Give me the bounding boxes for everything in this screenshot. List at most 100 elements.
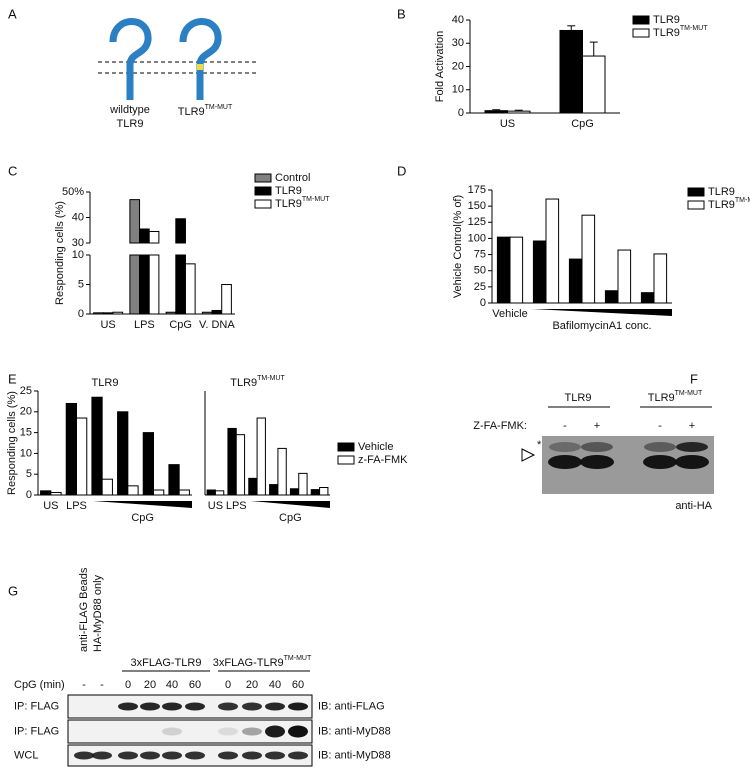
bar [298, 472, 308, 496]
bar [117, 411, 129, 496]
bar [227, 427, 237, 496]
label-base: TLR9 [178, 106, 205, 118]
x-tick-label: Vehicle [492, 308, 527, 320]
y-axis-label: Fold Activation [434, 31, 446, 103]
y-tick-label: 150 [468, 200, 486, 212]
blot-band [580, 455, 614, 469]
bar [581, 214, 596, 304]
panel-label: E [8, 371, 17, 386]
chart-title: TLR9 [92, 377, 119, 389]
bar [101, 478, 113, 496]
y-tick-label: 5 [26, 468, 32, 480]
time-value: 20 [144, 679, 156, 691]
antibody-label: anti-HA [675, 500, 712, 512]
blot-band [218, 727, 238, 736]
blot-band [185, 751, 205, 760]
bar [559, 29, 583, 114]
y-tick-label: 25 [20, 385, 32, 397]
treatment-sign: - [563, 420, 567, 432]
group-label-base: TLR9 [648, 392, 675, 404]
row-antibody: IB: anti-FLAG [318, 700, 385, 712]
bar [127, 485, 139, 496]
blot-band [242, 702, 262, 711]
blot-band [675, 455, 709, 469]
y-tick-label: 15 [20, 427, 32, 439]
control-sign: - [100, 679, 104, 691]
y-tick-label: 10 [20, 447, 32, 459]
dose-wedge [250, 501, 330, 508]
y-tick-label: 0 [458, 107, 464, 119]
legend-label-base: TLR9 [708, 199, 735, 211]
blot-band [288, 751, 308, 760]
label: wildtype [109, 104, 150, 116]
error-bar [514, 109, 523, 112]
y-tick-label: 10 [452, 84, 464, 96]
bar [545, 198, 560, 304]
bar [640, 292, 655, 304]
group-label: 3xFLAG-TLR9 [131, 657, 202, 669]
bar [148, 231, 160, 315]
y-tick-label: 40 [72, 211, 84, 223]
bar [178, 489, 190, 496]
error-bar [567, 25, 576, 31]
blot-band [92, 751, 112, 760]
treatment-label: Z-FA-FMK: [473, 420, 527, 432]
receptor [109, 18, 152, 100]
legend-label-sup: TM-MUT [680, 25, 708, 32]
y-tick-label: 20 [20, 406, 32, 418]
blot-band [242, 727, 262, 736]
y-tick-label: 10 [72, 249, 84, 261]
legend-label-base: Control [275, 172, 310, 184]
y-tick-label: 0 [480, 297, 486, 309]
row-antibody: IB: anti-MyD88 [318, 725, 391, 737]
legend-label-base: z-FA-FMK [358, 454, 408, 466]
label-sup: TM-MUT [205, 104, 233, 111]
blot-band [162, 702, 182, 711]
bar [214, 490, 225, 496]
blot-band [162, 751, 182, 760]
legend-label-base: TLR9 [275, 198, 302, 210]
y-tick-label: 20 [452, 60, 464, 72]
blot-band [185, 702, 205, 711]
bar [289, 488, 300, 496]
legend-swatch [337, 442, 355, 452]
y-tick-label: 30 [72, 237, 84, 249]
panel-label: A [8, 6, 17, 21]
x-tick-label: US [100, 319, 115, 331]
group-label: 3xFLAG-TLR9TM-MUT [213, 655, 312, 669]
legend-label-base: TLR9 [275, 185, 302, 197]
blot-band [644, 442, 676, 452]
legend-label-sup: TM-MUT [735, 197, 750, 204]
blot-band [74, 751, 94, 760]
bar [509, 236, 524, 304]
control-label: HA-MyD88 only [92, 574, 104, 652]
blot-band [242, 751, 262, 760]
panel-label: F [690, 371, 698, 386]
dose-wedge [93, 501, 192, 508]
group-label: TLR9 [565, 392, 592, 404]
treatment-sign: + [594, 420, 600, 432]
legend-swatch [337, 455, 355, 465]
blot-band [162, 727, 182, 736]
legend-swatch [632, 28, 650, 38]
bar [102, 312, 114, 315]
panel-label: B [397, 6, 406, 21]
blot-band [218, 702, 238, 711]
legend-label-base: TLR9 [653, 27, 680, 39]
time-value: 60 [292, 679, 304, 691]
row-label: IP: FLAG [14, 700, 59, 712]
panel-label: D [397, 163, 406, 178]
x-tick-label: CpG [571, 118, 594, 130]
y-tick-label: 5 [78, 278, 84, 290]
legend-label: TLR9 [708, 186, 735, 198]
blot-band [118, 751, 138, 760]
y-tick-label: 75 [474, 248, 486, 260]
legend-label-sup: TM-MUT [302, 196, 330, 203]
legend-label: TLR9 [653, 14, 680, 26]
label: TLR9 [117, 118, 144, 130]
chart-title-base: TLR9 [230, 377, 257, 389]
dose-wedge [532, 309, 672, 316]
bar [496, 236, 511, 304]
x-tick-label: US [43, 500, 58, 512]
control-sign: - [82, 679, 86, 691]
